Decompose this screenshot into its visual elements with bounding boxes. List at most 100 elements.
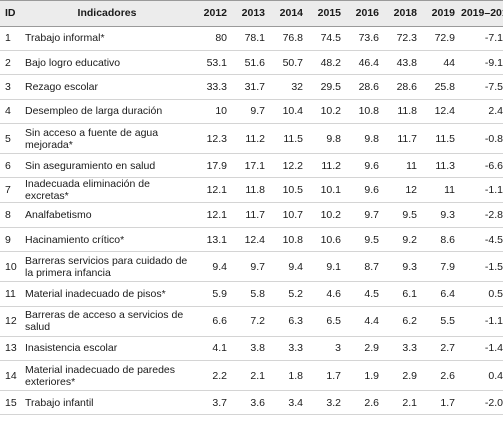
row-value-2012: 13.1: [192, 227, 230, 253]
row-value-2014: 9.4: [268, 251, 306, 283]
row-value-2019: 25.8: [420, 74, 458, 100]
row-value-2015: 9.8: [306, 123, 344, 155]
row-value-2015: 3: [306, 336, 344, 362]
row-id: 8: [0, 202, 22, 228]
row-value-2013: 7.2: [230, 306, 268, 337]
row-indicator: Barreras servicios para cuidado de la pr…: [22, 251, 192, 283]
row-value-2018: 12: [382, 177, 420, 204]
row-value-2015: 10.1: [306, 177, 344, 204]
row-value-2014: 3.3: [268, 336, 306, 362]
row-value-2013: 2.1: [230, 360, 268, 392]
row-value-2018: 11: [382, 153, 420, 179]
row-value-2013: 3.6: [230, 390, 268, 416]
row-value-2019: 72.9: [420, 26, 458, 51]
row-value-2015: 29.5: [306, 74, 344, 100]
row-id: 15: [0, 390, 22, 416]
row-value-2016: 4.4: [344, 306, 382, 337]
row-diff: -9.1: [458, 50, 503, 76]
row-indicator: Inasistencia escolar: [22, 336, 192, 362]
row-value-2019: 5.5: [420, 306, 458, 337]
header-indicadores: Indicadores: [22, 1, 192, 27]
row-value-2018: 6.2: [382, 306, 420, 337]
row-value-2016: 9.6: [344, 177, 382, 204]
row-value-2016: 9.7: [344, 202, 382, 228]
row-value-2012: 10: [192, 99, 230, 125]
row-value-2016: 9.5: [344, 227, 382, 253]
row-value-2019: 1.7: [420, 390, 458, 416]
row-value-2018: 9.3: [382, 251, 420, 283]
row-value-2014: 32: [268, 74, 306, 100]
indicators-table: ID Indicadores 2012 2013 2014 2015 2016 …: [0, 1, 503, 416]
row-indicator: Material inadecuado de pisos*: [22, 281, 192, 307]
row-value-2014: 50.7: [268, 50, 306, 76]
row-value-2019: 11: [420, 177, 458, 204]
table-row: 1 Trabajo informal* 80 78.1 76.8 74.5 73.6 72.3…: [0, 26, 503, 51]
row-diff: 2.4: [458, 99, 503, 125]
row-value-2014: 10.4: [268, 99, 306, 125]
row-indicator: Hacinamiento crítico*: [22, 227, 192, 253]
table-row: 2 Bajo logro educativo 53.1 51.6 50.7 48.2 46.…: [0, 50, 503, 76]
row-diff: -6.6: [458, 153, 503, 179]
row-value-2015: 10.6: [306, 227, 344, 253]
table-row: 7 Inadecuada eliminación de excretas* 12.1…: [0, 177, 503, 204]
row-value-2019: 44: [420, 50, 458, 76]
row-value-2016: 2.9: [344, 336, 382, 362]
row-id: 14: [0, 360, 22, 392]
row-id: 10: [0, 251, 22, 283]
row-value-2013: 17.1: [230, 153, 268, 179]
row-value-2015: 3.2: [306, 390, 344, 416]
row-diff: -1.4: [458, 336, 503, 362]
header-2014: 2014: [268, 1, 306, 27]
row-value-2016: 9.8: [344, 123, 382, 155]
row-value-2019: 7.9: [420, 251, 458, 283]
table-row: 3 Rezago escolar 33.3 31.7 32 29.5 28.6 28.6 25.…: [0, 74, 503, 100]
table-row: 15 Trabajo infantil 3.7 3.6 3.4 3.2 2.6 2.1 1.7-…: [0, 390, 503, 416]
row-value-2015: 6.5: [306, 306, 344, 337]
row-value-2012: 3.7: [192, 390, 230, 416]
row-id: 6: [0, 153, 22, 179]
row-value-2019: 8.6: [420, 227, 458, 253]
row-value-2014: 1.8: [268, 360, 306, 392]
row-value-2016: 8.7: [344, 251, 382, 283]
row-indicator: Trabajo informal*: [22, 26, 192, 51]
row-value-2014: 10.7: [268, 202, 306, 228]
table-row: 10 Barreras servicios para cuidado de la …: [0, 251, 503, 283]
row-indicator: Sin aseguramiento en salud: [22, 153, 192, 179]
row-value-2014: 5.2: [268, 281, 306, 307]
row-value-2012: 2.2: [192, 360, 230, 392]
row-value-2014: 12.2: [268, 153, 306, 179]
row-value-2018: 11.8: [382, 99, 420, 125]
row-value-2019: 11.3: [420, 153, 458, 179]
row-value-2016: 2.6: [344, 390, 382, 416]
row-value-2013: 11.2: [230, 123, 268, 155]
row-value-2014: 3.4: [268, 390, 306, 416]
row-indicator: Analfabetismo: [22, 202, 192, 228]
row-value-2012: 17.9: [192, 153, 230, 179]
row-id: 5: [0, 123, 22, 155]
row-diff: -0.8: [458, 123, 503, 155]
row-value-2012: 5.9: [192, 281, 230, 307]
row-value-2012: 9.4: [192, 251, 230, 283]
row-value-2019: 11.5: [420, 123, 458, 155]
table-row: 6 Sin aseguramiento en salud 17.9 17.1 12.2 1…: [0, 153, 503, 179]
row-value-2019: 2.7: [420, 336, 458, 362]
row-value-2012: 80: [192, 26, 230, 51]
row-value-2014: 76.8: [268, 26, 306, 51]
row-value-2015: 10.2: [306, 99, 344, 125]
table-row: 12 Barreras de acceso a servicios de salu…: [0, 306, 503, 337]
row-id: 9: [0, 227, 22, 253]
row-value-2015: 48.2: [306, 50, 344, 76]
row-id: 2: [0, 50, 22, 76]
row-value-2018: 9.2: [382, 227, 420, 253]
row-indicator: Bajo logro educativo: [22, 50, 192, 76]
row-indicator: Trabajo infantil: [22, 390, 192, 416]
row-diff: -1.1: [458, 177, 503, 204]
table-row: 9 Hacinamiento crítico* 13.1 12.4 10.8 10.6 9.…: [0, 227, 503, 253]
header-2012: 2012: [192, 1, 230, 27]
row-value-2015: 11.2: [306, 153, 344, 179]
row-diff: -7.5: [458, 74, 503, 100]
row-value-2018: 2.1: [382, 390, 420, 416]
row-diff: 0.4: [458, 360, 503, 392]
row-value-2018: 72.3: [382, 26, 420, 51]
row-indicator: Material inadecuado de paredes exteriore…: [22, 360, 192, 392]
